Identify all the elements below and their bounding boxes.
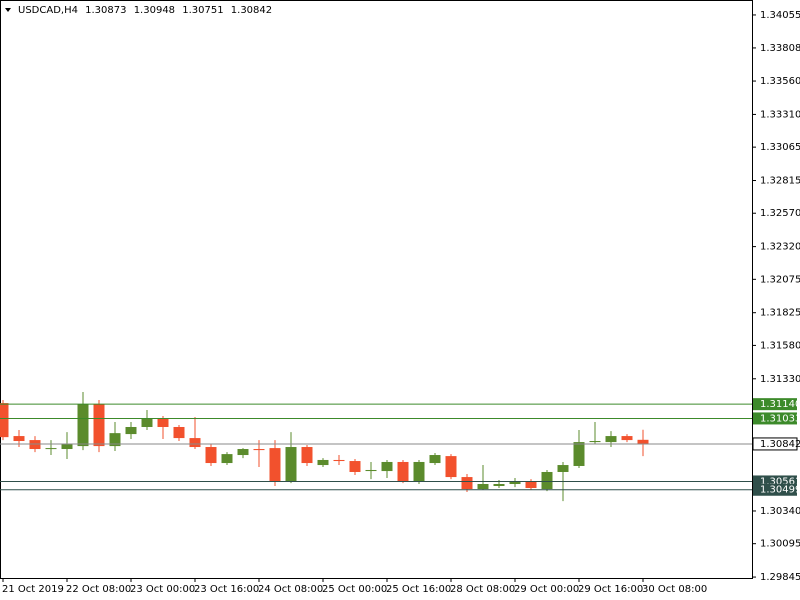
y-tick-label: 1.29845 <box>760 572 800 583</box>
candle-body <box>509 481 521 485</box>
header-close: 1.30842 <box>231 5 272 16</box>
y-tick-label: 1.31825 <box>760 308 800 319</box>
candle-body <box>45 448 57 450</box>
chart-header: USDCAD,H4 1.30873 1.30948 1.30751 1.3084… <box>18 5 272 16</box>
symbol: USDCAD,H4 <box>18 5 78 16</box>
candle-body <box>349 461 361 472</box>
candle-body <box>429 455 441 464</box>
header-open: 1.30873 <box>85 5 126 16</box>
candle-body <box>301 447 313 464</box>
candle-body <box>173 426 185 439</box>
candle-body <box>205 447 217 464</box>
y-tick-label: 1.33560 <box>760 76 800 87</box>
header-high: 1.30948 <box>134 5 175 16</box>
y-tick-label: 1.33808 <box>760 43 800 54</box>
candle-body <box>477 484 489 490</box>
y-tick-label: 1.34055 <box>760 10 800 21</box>
level-label-box <box>753 412 797 425</box>
candle-body <box>29 440 41 450</box>
candle-body <box>381 461 393 472</box>
level-label: 1.31140 <box>760 399 800 410</box>
x-tick-label: 23 Oct 16:00 <box>194 584 259 595</box>
x-tick-label: 21 Oct 2019 <box>2 584 64 595</box>
candle-body <box>77 404 89 447</box>
x-tick-label: 28 Oct 08:00 <box>450 584 515 595</box>
plot-frame <box>0 0 753 579</box>
candle-body <box>125 426 137 435</box>
y-tick-label: 1.32075 <box>760 274 800 285</box>
candle-body <box>221 454 233 464</box>
y-tick-label: 1.31330 <box>760 374 800 385</box>
candle-body <box>445 456 457 478</box>
candle-body <box>541 471 553 490</box>
candle-body <box>461 477 473 490</box>
x-tick-label: 30 Oct 08:00 <box>642 584 707 595</box>
y-tick-label: 1.33310 <box>760 109 800 120</box>
candle-body <box>237 449 249 456</box>
level-label: 1.31033 <box>760 413 800 424</box>
y-tick-label: 1.32320 <box>760 242 800 253</box>
x-tick-label: 29 Oct 16:00 <box>578 584 643 595</box>
candle-body <box>61 444 73 450</box>
candle-body <box>589 441 601 443</box>
candle-body <box>573 442 585 466</box>
candle-body <box>157 418 169 427</box>
candle-body <box>493 484 505 487</box>
candle-body <box>285 447 297 482</box>
candle-body <box>621 436 633 441</box>
candle-body <box>525 482 537 489</box>
y-tick-label: 1.32815 <box>760 176 800 187</box>
level-label-box <box>753 398 797 411</box>
candle-body <box>637 439 649 444</box>
level-label: 1.30499 <box>760 485 800 496</box>
candle-body <box>333 459 345 462</box>
x-tick-label: 24 Oct 08:00 <box>258 584 323 595</box>
x-tick-label: 25 Oct 00:00 <box>322 584 387 595</box>
candle-body <box>397 461 409 482</box>
menu-arrow <box>5 8 11 12</box>
current-price-box <box>752 437 798 451</box>
level-label: 1.30561 <box>760 476 800 487</box>
candle-body <box>557 465 569 472</box>
y-tick-label: 1.31580 <box>760 340 800 351</box>
candle-body <box>141 418 153 427</box>
candle-body <box>413 461 425 482</box>
candle-body <box>269 448 281 482</box>
current-price-label: 1.30842 <box>760 439 800 450</box>
candle-body <box>605 436 617 443</box>
candle-body <box>317 459 329 466</box>
x-tick-label: 23 Oct 00:00 <box>130 584 195 595</box>
header-low: 1.30751 <box>182 5 223 16</box>
candle-body <box>13 436 25 442</box>
y-tick-label: 1.32570 <box>760 208 800 219</box>
y-tick-label: 1.30095 <box>760 539 800 550</box>
x-tick-label: 22 Oct 08:00 <box>66 584 131 595</box>
x-tick-label: 29 Oct 00:00 <box>514 584 579 595</box>
candle-body <box>253 449 265 451</box>
x-tick-label: 25 Oct 16:00 <box>386 584 451 595</box>
y-tick-label: 1.33065 <box>760 142 800 153</box>
level-label-box <box>753 483 797 496</box>
y-tick-label: 1.30340 <box>760 506 800 517</box>
candle-body <box>109 433 121 447</box>
candle-body <box>0 403 9 438</box>
candle-body <box>189 438 201 448</box>
candle-body <box>365 469 377 472</box>
candle-body <box>93 404 105 447</box>
